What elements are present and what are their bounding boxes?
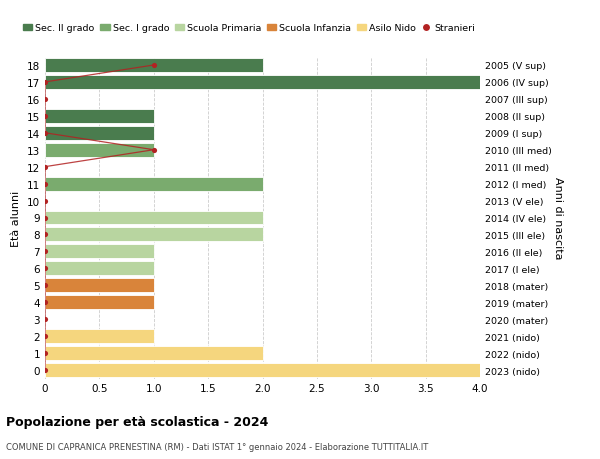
Bar: [45, 245, 154, 259]
Bar: [45, 211, 263, 225]
Point: [40, 113, 50, 120]
Bar: [45, 330, 154, 343]
Point: [40, 130, 50, 137]
Point: [40, 96, 50, 103]
Point: [40, 367, 50, 374]
Bar: [45, 59, 263, 73]
Point: [40, 299, 50, 306]
Y-axis label: Età alunni: Età alunni: [11, 190, 22, 246]
Bar: [45, 363, 480, 377]
Bar: [45, 110, 154, 123]
Bar: [45, 262, 154, 276]
Bar: [45, 347, 263, 360]
Point: [40, 79, 50, 86]
Legend: Sec. II grado, Sec. I grado, Scuola Primaria, Scuola Infanzia, Asilo Nido, Stran: Sec. II grado, Sec. I grado, Scuola Prim…: [19, 20, 479, 37]
Point: [149, 62, 158, 69]
Bar: [45, 76, 480, 90]
Y-axis label: Anni di nascita: Anni di nascita: [553, 177, 563, 259]
Point: [40, 350, 50, 357]
Point: [40, 248, 50, 256]
Bar: [45, 228, 263, 242]
Point: [40, 214, 50, 222]
Point: [40, 197, 50, 205]
Point: [40, 180, 50, 188]
Point: [40, 316, 50, 323]
Point: [149, 147, 158, 154]
Point: [40, 163, 50, 171]
Bar: [45, 127, 154, 140]
Bar: [45, 279, 154, 292]
Point: [40, 231, 50, 239]
Point: [40, 265, 50, 273]
Point: [40, 282, 50, 289]
Text: Popolazione per età scolastica - 2024: Popolazione per età scolastica - 2024: [6, 415, 268, 428]
Bar: [45, 177, 263, 191]
Text: COMUNE DI CAPRANICA PRENESTINA (RM) - Dati ISTAT 1° gennaio 2024 - Elaborazione : COMUNE DI CAPRANICA PRENESTINA (RM) - Da…: [6, 442, 428, 451]
Bar: [45, 144, 154, 157]
Point: [40, 333, 50, 340]
Bar: [45, 296, 154, 309]
